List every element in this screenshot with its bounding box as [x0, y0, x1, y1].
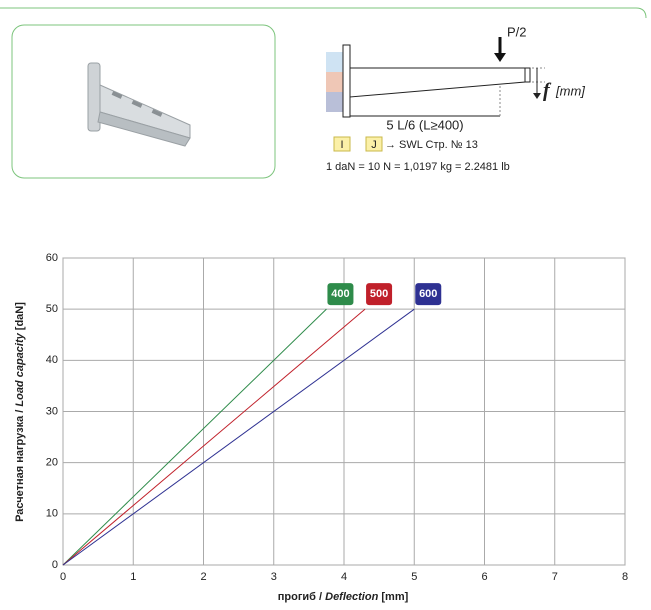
deflection-unit: [mm] — [555, 83, 585, 98]
series-line — [62, 308, 366, 566]
image-box — [11, 24, 276, 179]
series-line — [62, 308, 327, 566]
span-label: 5 L/6 (L≥400) — [386, 117, 463, 132]
bracket-image — [87, 62, 191, 147]
x-tick-label: 2 — [200, 571, 206, 583]
box-j: J — [371, 139, 377, 151]
x-label-part: прогиб / — [278, 591, 325, 603]
y-tick-label: 30 — [46, 405, 58, 417]
x-tick-label: 3 — [271, 571, 277, 583]
legend-label: 600 — [419, 288, 437, 300]
y-tick-label: 50 — [46, 303, 58, 315]
y-tick-label: 10 — [46, 508, 58, 520]
legend-box — [366, 283, 393, 306]
beam-diagram — [326, 37, 545, 152]
x-tick-label: 6 — [481, 571, 487, 583]
legend-label: 400 — [331, 288, 349, 300]
x-tick-label: 1 — [130, 571, 136, 583]
x-tick-label: 4 — [341, 571, 347, 583]
y-label-part: Load capacity — [14, 332, 26, 406]
box-i: I — [340, 139, 343, 151]
legend-box — [327, 283, 354, 306]
y-label-part: Расчетная нагрузка / — [14, 407, 26, 522]
frame — [0, 7, 647, 19]
x-tick-label: 0 — [60, 571, 66, 583]
legend-label: 500 — [370, 288, 388, 300]
conversion: 1 daN = 10 N = 1,0197 kg = 2.2481 lb — [326, 161, 510, 173]
y-axis-label: Расчетная нагрузка / Load capacity [daN] — [14, 302, 26, 522]
load-label: P/2 — [507, 24, 527, 39]
y-tick-label: 60 — [46, 252, 58, 264]
y-tick-label: 0 — [52, 559, 58, 571]
x-axis-label: прогиб / Deflection [mm] — [278, 591, 409, 603]
x-tick-label: 5 — [411, 571, 417, 583]
series-line — [62, 308, 415, 566]
reference: → SWL Стр. № 13 — [385, 139, 478, 151]
y-tick-label: 40 — [46, 354, 58, 366]
x-label-part: [mm] — [378, 591, 408, 603]
x-tick-label: 8 — [622, 571, 628, 583]
y-label-part: [daN] — [14, 302, 26, 334]
x-tick-label: 7 — [552, 571, 558, 583]
deflection-symbol: f — [543, 80, 552, 102]
chart: 0 1 2 3 4 5 6 7 8 0 10 20 30 40 50 60 400 500 600 — [46, 252, 628, 583]
x-label-part: Deflection — [325, 591, 378, 603]
legend-box — [415, 283, 442, 306]
y-tick-label: 20 — [46, 457, 58, 469]
